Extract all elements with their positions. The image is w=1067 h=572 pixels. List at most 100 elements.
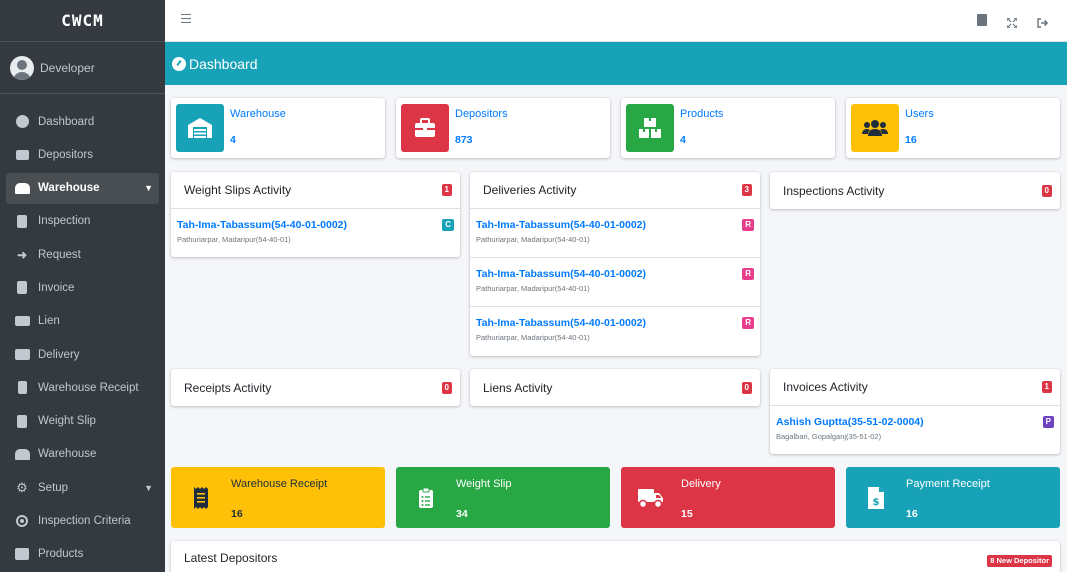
- sidebar-item-lien[interactable]: Lien: [6, 306, 159, 337]
- count-badge: 0: [1041, 184, 1052, 197]
- info-box-label: Depositors: [455, 108, 508, 120]
- info-box-label: Warehouse: [230, 108, 286, 120]
- receipts-activity-card: Receipts Activity 0: [171, 369, 460, 406]
- small-box-label: Delivery: [681, 477, 721, 490]
- sidebar-item-products[interactable]: Products: [6, 539, 159, 570]
- sidebar-item-warehouse[interactable]: Warehouse ▼: [6, 172, 159, 204]
- info-box-warehouse[interactable]: Warehouse 4: [171, 98, 385, 158]
- user-name: Developer: [40, 60, 95, 75]
- sidebar-item-setup[interactable]: ⚙ Setup ▼: [6, 472, 159, 503]
- sidebar-item-warehouse-2[interactable]: Warehouse: [6, 439, 159, 470]
- sidebar-item-inspection[interactable]: Inspection: [6, 206, 159, 237]
- small-box-label: Weight Slip: [456, 477, 512, 490]
- user-panel[interactable]: Developer: [0, 42, 165, 94]
- payment-receipt-box[interactable]: $ Payment Receipt 16: [846, 467, 1060, 528]
- sidebar-item-weight-slip[interactable]: Weight Slip: [6, 406, 159, 437]
- svg-text:$: $: [873, 497, 880, 508]
- sidebar: CWCM Developer Dashboard Depositors Ware…: [0, 0, 165, 572]
- new-depositor-badge: 8 New Depositor: [987, 555, 1052, 567]
- users-icon: [851, 104, 899, 152]
- status-badge: R: [742, 317, 754, 329]
- list-item[interactable]: Tah-Ima-Tabassum(54-40-01-0002) Pathuria…: [470, 258, 760, 307]
- file-invoice-dollar-icon: $: [846, 486, 906, 510]
- weight-slips-activity-card: Weight Slips Activity 1 Tah-Ima-Tabassum…: [171, 172, 460, 257]
- card-title: Weight Slips Activity: [184, 183, 292, 197]
- status-badge: C: [442, 219, 454, 231]
- small-box-value: 15: [681, 507, 693, 520]
- status-badge: R: [742, 219, 754, 231]
- info-box-users[interactable]: Users 16: [846, 98, 1060, 158]
- sidebar-item-inspection-criteria[interactable]: Inspection Criteria: [6, 506, 159, 537]
- warehouse-icon: [14, 448, 30, 461]
- truck-icon: [14, 348, 30, 361]
- card-title: Liens Activity: [483, 380, 553, 395]
- boxes-icon: [14, 548, 30, 561]
- depositor-link[interactable]: Tah-Ima-Tabassum(54-40-01-0002): [476, 268, 647, 280]
- card-title: Inspections Activity: [783, 183, 885, 198]
- boxes-icon: [626, 104, 674, 152]
- deliveries-activity-card: Deliveries Activity 3 Tah-Ima-Tabassum(5…: [470, 172, 760, 356]
- sidebar-item-request[interactable]: ➜ Request: [6, 239, 159, 270]
- info-box-depositors[interactable]: Depositors 873: [396, 98, 610, 158]
- warehouse-icon: [14, 182, 30, 195]
- dot-circle-icon: [14, 515, 30, 528]
- warehouse-receipt-box[interactable]: Warehouse Receipt 16: [171, 467, 385, 528]
- info-box-label: Users: [905, 108, 934, 120]
- page-header: Dashboard: [165, 42, 1067, 85]
- delivery-box[interactable]: Delivery 15: [621, 467, 835, 528]
- card-title: Invoices Activity: [783, 380, 868, 394]
- top-navbar: [165, 0, 1067, 42]
- receipt-icon: [14, 381, 30, 395]
- logout-icon[interactable]: [1037, 15, 1049, 28]
- book-icon[interactable]: [977, 14, 987, 26]
- list-item[interactable]: Tah-Ima-Tabassum(54-40-01-0002) Pathuria…: [171, 209, 460, 258]
- fullscreen-icon[interactable]: [1006, 15, 1018, 29]
- location-text: Pathuriarpar, Madaripur(54-40-01): [177, 235, 291, 244]
- inspections-activity-card: Inspections Activity 0: [770, 172, 1060, 209]
- dashboard-icon: [14, 115, 30, 128]
- money-check-icon: [14, 315, 30, 328]
- file-invoice-icon: [14, 281, 30, 295]
- truck-icon: [621, 487, 681, 509]
- receipt-icon: [171, 486, 231, 510]
- status-badge: R: [742, 268, 754, 280]
- clipboard-list-icon: [396, 487, 456, 509]
- sidebar-item-warehouse-receipt[interactable]: Warehouse Receipt: [6, 372, 159, 403]
- menu-toggle-icon[interactable]: [181, 14, 191, 23]
- small-box-value: 16: [906, 507, 918, 520]
- card-title: Deliveries Activity: [483, 183, 577, 197]
- clipboard-check-icon: [14, 214, 30, 228]
- depositor-link[interactable]: Tah-Ima-Tabassum(54-40-01-0002): [177, 219, 348, 231]
- sidebar-item-dashboard[interactable]: Dashboard: [6, 106, 159, 137]
- info-box-value: 16: [905, 134, 917, 146]
- depositor-link[interactable]: Tah-Ima-Tabassum(54-40-01-0002): [476, 219, 647, 231]
- briefcase-icon: [14, 148, 30, 161]
- depositor-link[interactable]: Tah-Ima-Tabassum(54-40-01-0002): [476, 317, 647, 329]
- list-item[interactable]: Ashish Guptta(35-51-02-0004) Bagalbari, …: [770, 406, 1060, 455]
- brand-logo[interactable]: CWCM: [0, 0, 165, 42]
- sidebar-item-depositors[interactable]: Depositors: [6, 139, 159, 170]
- sidebar-item-invoice[interactable]: Invoice: [6, 272, 159, 303]
- sidebar-nav: Dashboard Depositors Warehouse ▼ Inspect…: [0, 106, 165, 570]
- list-item[interactable]: Tah-Ima-Tabassum(54-40-01-0002) Pathuria…: [470, 307, 760, 356]
- list-item[interactable]: Tah-Ima-Tabassum(54-40-01-0002) Pathuria…: [470, 209, 760, 258]
- info-box-value: 873: [455, 134, 473, 146]
- location-text: Pathuriarpar, Madaripur(54-40-01): [476, 235, 590, 244]
- clipboard-list-icon: [14, 414, 30, 428]
- warehouse-icon: [176, 104, 224, 152]
- cogs-icon: ⚙: [16, 479, 28, 495]
- info-box-value: 4: [680, 134, 686, 146]
- status-badge: P: [1042, 416, 1054, 428]
- sidebar-item-delivery[interactable]: Delivery: [6, 339, 159, 370]
- count-badge: 0: [441, 381, 452, 394]
- sign-in-icon: ➜: [16, 247, 28, 262]
- depositor-link[interactable]: Ashish Guptta(35-51-02-0004): [776, 416, 924, 428]
- chevron-down-icon: ▼: [144, 482, 153, 493]
- info-box-products[interactable]: Products 4: [621, 98, 835, 158]
- weight-slip-box[interactable]: Weight Slip 34: [396, 467, 610, 528]
- small-box-label: Payment Receipt: [906, 477, 990, 490]
- small-box-value: 16: [231, 507, 243, 520]
- location-text: Bagalbari, Gopalganj(35-51-02): [776, 432, 882, 441]
- user-avatar-icon: [10, 55, 34, 80]
- info-box-value: 4: [230, 134, 236, 146]
